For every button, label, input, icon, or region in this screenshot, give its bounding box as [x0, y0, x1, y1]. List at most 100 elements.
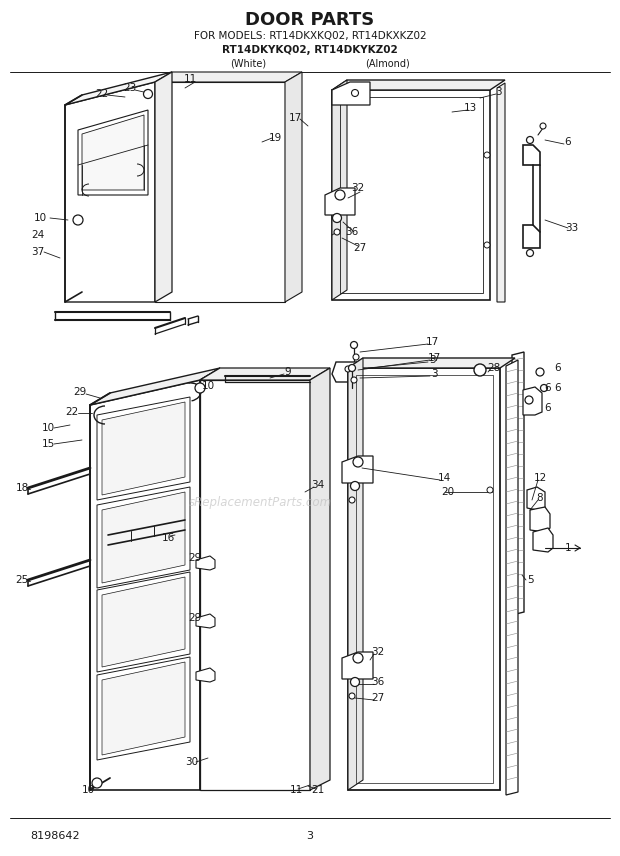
Polygon shape — [200, 368, 330, 380]
Text: 22: 22 — [65, 407, 79, 417]
Text: 5: 5 — [526, 575, 533, 585]
Text: 10: 10 — [42, 423, 55, 433]
Circle shape — [536, 368, 544, 376]
Polygon shape — [533, 528, 553, 552]
Circle shape — [526, 249, 533, 257]
Text: 32: 32 — [352, 183, 365, 193]
Circle shape — [345, 366, 351, 372]
Text: 22: 22 — [95, 89, 108, 99]
Polygon shape — [102, 492, 185, 583]
Text: 11: 11 — [184, 74, 197, 84]
Text: 29: 29 — [188, 613, 202, 623]
Polygon shape — [97, 572, 190, 672]
Text: 6: 6 — [565, 137, 571, 147]
Text: 10: 10 — [202, 381, 215, 391]
Text: 36: 36 — [371, 677, 384, 687]
Polygon shape — [527, 487, 545, 510]
Polygon shape — [155, 72, 302, 82]
Text: 33: 33 — [565, 223, 578, 233]
Polygon shape — [200, 368, 220, 790]
Polygon shape — [497, 83, 505, 302]
Polygon shape — [196, 556, 215, 570]
Circle shape — [353, 354, 359, 360]
Polygon shape — [348, 358, 515, 368]
Circle shape — [350, 342, 358, 348]
Circle shape — [349, 693, 355, 699]
Text: 21: 21 — [311, 785, 325, 795]
Text: 27: 27 — [353, 243, 366, 253]
Polygon shape — [523, 225, 540, 248]
Polygon shape — [196, 668, 215, 682]
Circle shape — [195, 383, 205, 393]
Text: 37: 37 — [32, 247, 45, 257]
Circle shape — [143, 90, 153, 98]
Text: 24: 24 — [32, 230, 45, 240]
Polygon shape — [332, 80, 505, 90]
Polygon shape — [530, 507, 550, 532]
Text: 3: 3 — [428, 355, 435, 365]
Polygon shape — [102, 577, 185, 667]
Polygon shape — [332, 82, 370, 105]
Text: 8: 8 — [537, 493, 543, 503]
Text: 10: 10 — [33, 213, 46, 223]
Text: 32: 32 — [371, 647, 384, 657]
Polygon shape — [332, 80, 347, 300]
Text: 17: 17 — [427, 353, 441, 363]
Polygon shape — [97, 487, 190, 588]
Text: 6: 6 — [545, 383, 551, 393]
Text: 18: 18 — [16, 483, 29, 493]
Polygon shape — [325, 188, 355, 215]
Polygon shape — [90, 380, 200, 790]
Polygon shape — [90, 368, 220, 405]
Polygon shape — [102, 662, 185, 755]
Polygon shape — [285, 72, 302, 302]
Text: 20: 20 — [441, 487, 454, 497]
Circle shape — [332, 213, 342, 223]
Text: 25: 25 — [16, 575, 29, 585]
Text: 12: 12 — [533, 473, 547, 483]
Polygon shape — [97, 657, 190, 760]
Polygon shape — [348, 368, 500, 790]
Polygon shape — [342, 456, 373, 483]
Text: 9: 9 — [285, 367, 291, 377]
Text: 13: 13 — [463, 103, 477, 113]
Circle shape — [541, 384, 547, 391]
Text: 29: 29 — [73, 387, 87, 397]
Circle shape — [350, 677, 360, 687]
Text: 17: 17 — [425, 337, 438, 347]
Circle shape — [335, 190, 345, 200]
Text: 16: 16 — [161, 533, 175, 543]
Text: 3: 3 — [431, 369, 437, 379]
Text: FOR MODELS: RT14DKXKQ02, RT14DKXKZ02: FOR MODELS: RT14DKXKQ02, RT14DKXKZ02 — [193, 31, 427, 41]
Text: (White): (White) — [230, 58, 266, 68]
Circle shape — [487, 487, 493, 493]
Polygon shape — [155, 72, 172, 302]
Polygon shape — [65, 82, 155, 302]
Polygon shape — [506, 360, 518, 795]
Text: 15: 15 — [42, 439, 55, 449]
Text: 6: 6 — [555, 363, 561, 373]
Polygon shape — [97, 397, 190, 500]
Circle shape — [353, 653, 363, 663]
Text: 6: 6 — [545, 403, 551, 413]
Circle shape — [525, 396, 533, 404]
Polygon shape — [332, 90, 490, 300]
Text: 36: 36 — [345, 227, 358, 237]
Text: 11: 11 — [290, 785, 303, 795]
Circle shape — [73, 215, 83, 225]
Polygon shape — [523, 145, 540, 165]
Polygon shape — [200, 380, 310, 790]
Polygon shape — [523, 387, 542, 415]
Circle shape — [351, 377, 357, 383]
Text: 8198642: 8198642 — [30, 831, 79, 841]
Text: 19: 19 — [268, 133, 281, 143]
Text: (Almond): (Almond) — [366, 58, 410, 68]
Text: 23: 23 — [123, 83, 136, 93]
Text: 29: 29 — [188, 553, 202, 563]
Circle shape — [349, 497, 355, 503]
Polygon shape — [512, 352, 524, 615]
Text: DOOR PARTS: DOOR PARTS — [246, 11, 374, 29]
Text: 34: 34 — [311, 480, 325, 490]
Text: 17: 17 — [288, 113, 301, 123]
Circle shape — [334, 229, 340, 235]
